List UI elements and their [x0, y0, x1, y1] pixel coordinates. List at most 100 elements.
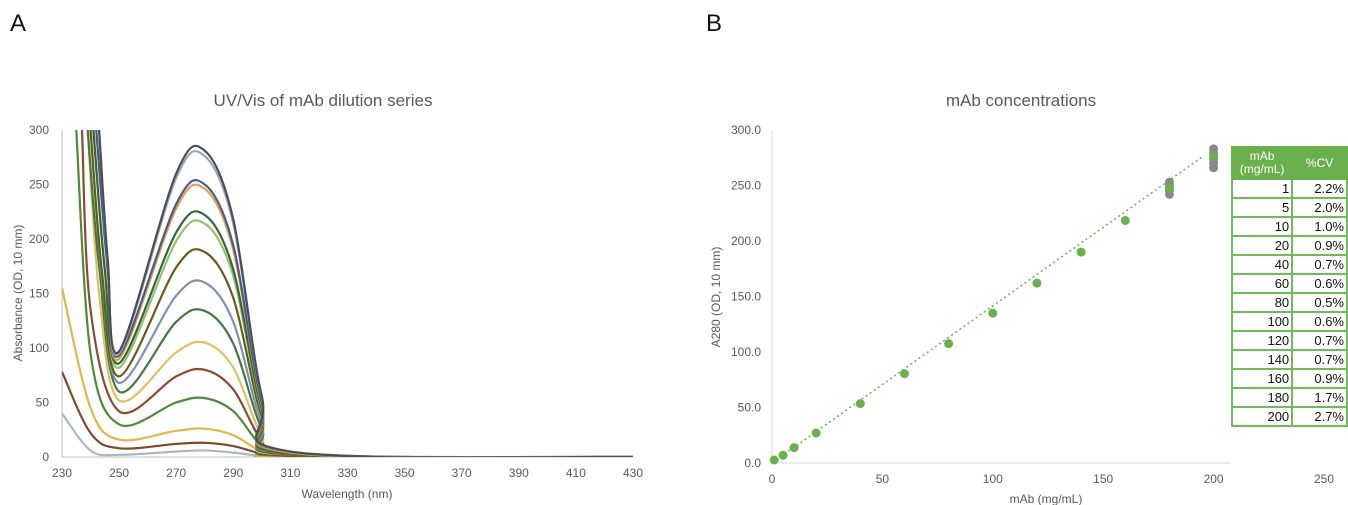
cv-cell-concentration: 1	[1230, 178, 1294, 199]
cv-cell-percent: 0.6%	[1291, 273, 1348, 294]
chart-b-title: mAb concentrations	[946, 91, 1096, 110]
cv-cell-concentration: 180	[1230, 387, 1294, 408]
scatter-point	[899, 369, 909, 379]
cv-cell-percent: 2.2%	[1291, 178, 1348, 199]
chart-b-y-tick-label: 150.0	[731, 290, 761, 304]
cv-table-row: 200 2.7%	[1230, 406, 1348, 427]
cv-cell-percent: 0.9%	[1291, 368, 1348, 389]
spectrum-line-7	[86, 129, 633, 457]
cv-cell-concentration: 10	[1230, 216, 1294, 237]
chart-a-y-tick-label: 250	[29, 178, 49, 192]
cv-cell-concentration: 40	[1230, 254, 1294, 275]
chart-a-x-tick-label: 410	[566, 466, 586, 480]
chart-a-series-group	[62, 129, 633, 457]
chart-b-x-tick-label: 250	[1314, 472, 1334, 486]
cv-cell-concentration: 80	[1230, 292, 1294, 313]
cv-cell-concentration: 20	[1230, 235, 1294, 256]
cv-cell-percent: 0.7%	[1291, 330, 1348, 351]
chart-b-x-label: mAb (mg/mL)	[1010, 492, 1083, 505]
cv-cell-concentration: 120	[1230, 330, 1294, 351]
chart-a-y-tick-label: 200	[29, 232, 49, 246]
chart-a-y-label: Absorbance (OD, 10 mm)	[11, 225, 25, 362]
chart-b-y-tick-label: 50.0	[738, 401, 762, 415]
spectrum-line-15	[98, 129, 633, 457]
spectrum-line-6	[86, 129, 633, 457]
spectrum-line-3	[62, 287, 633, 457]
cv-table-row: 180 1.7%	[1230, 387, 1348, 408]
trendline	[771, 156, 1203, 464]
cv-table-row: 80 0.5%	[1230, 292, 1348, 313]
uvvis-chart: UV/Vis of mAb dilution series 230 250 270 2…	[11, 91, 643, 501]
cv-cell-percent: 2.0%	[1291, 197, 1348, 218]
cv-cell-percent: 2.7%	[1291, 406, 1348, 427]
cv-table: mAb (mg/mL) %CV 1 2.2% 5 2.0% 10 1.0% 20 0.9% 40…	[1230, 146, 1348, 427]
spectrum-line-1	[62, 412, 633, 457]
spectrum-line-4	[75, 129, 633, 457]
chart-b-y-tick-label: 100.0	[731, 345, 761, 359]
cv-cell-percent: 0.7%	[1291, 254, 1348, 275]
chart-a-x-tick-label: 330	[337, 466, 357, 480]
chart-b-x-tick-label: 100	[983, 472, 1003, 486]
scatter-point	[769, 455, 779, 465]
chart-a-x-tick-label: 310	[280, 466, 300, 480]
chart-a-x-tick-label: 390	[509, 466, 529, 480]
chart-b-y-tick-label: 300.0	[731, 123, 761, 137]
chart-a-x-tick-label: 250	[109, 466, 129, 480]
cv-table-row: 1 2.2%	[1230, 178, 1348, 199]
scatter-point	[855, 399, 865, 409]
chart-a-y-tick-label: 150	[29, 287, 49, 301]
cv-table-row: 20 0.9%	[1230, 235, 1348, 256]
chart-a-y-tick-label: 300	[29, 123, 49, 137]
cv-cell-concentration: 160	[1230, 368, 1294, 389]
scatter-point	[944, 339, 954, 349]
chart-b-y-tick-label: 200.0	[731, 234, 761, 248]
chart-a-x-label: Wavelength (nm)	[302, 487, 393, 501]
chart-a-x-tick-label: 350	[395, 466, 415, 480]
chart-b-y-label: A280 (OD, 10 mm)	[709, 247, 723, 348]
chart-b-x-tick-label: 150	[1093, 472, 1113, 486]
scatter-point	[1120, 215, 1130, 225]
cv-table-row: 60 0.6%	[1230, 273, 1348, 294]
concentration-chart: mAb concentrations 0 50 100 150 200 250 0.0 50.…	[709, 91, 1334, 505]
cv-cell-concentration: 140	[1230, 349, 1294, 370]
spectrum-line-2	[62, 371, 633, 457]
chart-a-y-tick-label: 0	[42, 450, 49, 464]
chart-b-x-tick-label: 0	[769, 472, 776, 486]
scatter-point	[811, 428, 821, 438]
chart-a-x-tick-label: 230	[52, 466, 72, 480]
chart-a-title: UV/Vis of mAb dilution series	[214, 91, 433, 110]
scatter-point	[1076, 247, 1086, 257]
spectrum-line-8	[89, 129, 633, 457]
cv-header-cv: %CV	[1291, 146, 1348, 180]
cv-cell-percent: 0.5%	[1291, 292, 1348, 313]
scatter-point	[778, 450, 788, 460]
spectrum-line-9	[89, 129, 633, 457]
scatter-point	[1209, 144, 1219, 154]
cv-table-header: mAb (mg/mL) %CV	[1230, 146, 1348, 180]
cv-table-row: 5 2.0%	[1230, 197, 1348, 218]
chart-b-y-tick-label: 0.0	[744, 456, 761, 470]
chart-a-x-tick-label: 290	[223, 466, 243, 480]
cv-cell-percent: 1.7%	[1291, 387, 1348, 408]
chart-b-x-tick-label: 50	[876, 472, 890, 486]
scatter-point	[988, 308, 998, 318]
scatter-point	[1032, 278, 1042, 288]
cv-table-row: 140 0.7%	[1230, 349, 1348, 370]
chart-a-x-tick-label: 270	[166, 466, 186, 480]
panel-label-b: B	[706, 10, 723, 37]
cv-cell-percent: 0.9%	[1291, 235, 1348, 256]
chart-b-y-tick-label: 250.0	[731, 179, 761, 193]
panel-label-a: A	[10, 10, 27, 37]
cv-header-mab: mAb (mg/mL)	[1230, 146, 1294, 180]
cv-cell-percent: 0.6%	[1291, 311, 1348, 332]
scatter-point	[1164, 183, 1174, 193]
cv-table-row: 160 0.9%	[1230, 368, 1348, 389]
cv-cell-percent: 1.0%	[1291, 216, 1348, 237]
chart-b-x-tick-label: 200	[1204, 472, 1224, 486]
cv-cell-concentration: 5	[1230, 197, 1294, 218]
cv-cell-concentration: 60	[1230, 273, 1294, 294]
chart-a-x-tick-label: 370	[452, 466, 472, 480]
chart-a-x-tick-label: 430	[623, 466, 643, 480]
scatter-point	[1209, 152, 1219, 162]
cv-table-row: 100 0.6%	[1230, 311, 1348, 332]
